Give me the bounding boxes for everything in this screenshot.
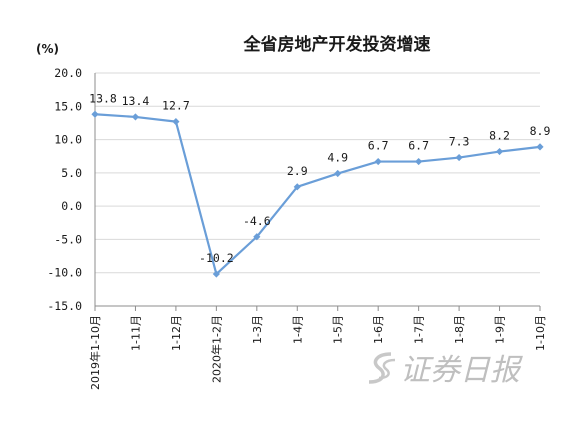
data-point [374,157,382,166]
x-tick-label: 1-10月 [534,315,547,351]
data-point [253,233,261,241]
data-label: -10.2 [199,251,234,265]
data-point [172,117,180,126]
data-label: 6.7 [408,139,429,153]
x-tick-label: 1-9月 [494,315,507,344]
x-tick-label: 1-7月 [413,315,426,344]
data-point [334,169,342,178]
watermark-logo-icon [368,352,396,384]
y-axis-unit: (%) [36,42,59,56]
watermark-text: 证券日报 [400,353,523,388]
gridlines [95,72,540,307]
data-labels: 13.8 13.4 12.7 -10.2 -4.6 2.9 4.9 6.7 6.7 7.3 8.2 8… [89,91,550,265]
x-axis-ticks: 2019年1-10月 1-11月 1-12月 2020年1-2月 1-3月 1-4月 1-5… [88,306,547,390]
data-label: 13.8 [89,91,117,105]
data-label: 6.7 [368,139,389,153]
y-tick-label: -5.0 [54,232,82,246]
series-line [91,110,544,278]
x-tick-label: 1-11月 [129,315,142,351]
y-tick-label: 0.0 [61,199,82,213]
data-label: 4.9 [327,151,348,165]
x-tick-label: 1-5月 [332,315,345,344]
data-label: 12.7 [162,99,190,113]
y-tick-label: 10.0 [54,133,82,147]
data-label: -4.6 [243,214,271,228]
data-label: 7.3 [449,135,470,149]
x-tick-label: 1-3月 [251,315,264,344]
watermark: 证券日报 [368,352,523,388]
y-tick-label: -10.0 [47,266,82,280]
x-tick-label: 1-12月 [170,315,183,351]
x-tick-label: 1-4月 [291,315,304,344]
y-axis-ticks: 20.0 15.0 10.0 5.0 0.0 -5.0 -10.0 -15.0 [47,66,82,313]
data-label: 2.9 [287,164,308,178]
data-point [212,270,220,278]
data-label: 8.9 [530,124,551,138]
series-line-path [94,113,541,276]
data-label: 13.4 [122,94,150,108]
data-point [495,147,504,156]
x-tick-label: 2019年1-10月 [88,315,102,390]
y-tick-label: 15.0 [54,99,82,113]
data-point [415,157,423,166]
data-point [91,110,99,118]
x-tick-label: 1-8月 [453,315,466,344]
y-tick-label: 20.0 [54,66,82,80]
y-tick-label: 5.0 [61,166,82,180]
x-tick-label: 1-6月 [372,315,385,344]
x-tick-label: 2020年1-2月 [209,315,223,383]
y-tick-label: -15.0 [47,299,82,313]
data-point [293,183,301,191]
data-point [536,143,544,151]
data-label: 8.2 [489,129,510,143]
chart-title: 全省房地产开发投资增速 [243,34,431,55]
data-point [131,113,140,121]
data-point [455,153,463,162]
